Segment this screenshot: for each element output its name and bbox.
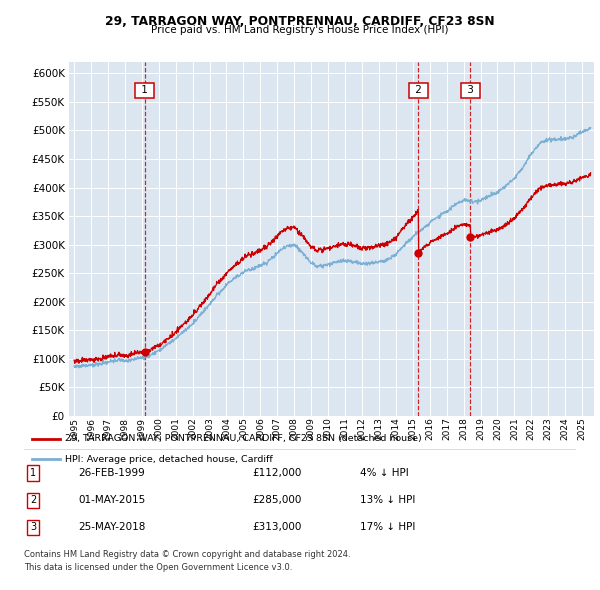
Text: £313,000: £313,000: [252, 523, 301, 532]
Text: 2: 2: [412, 86, 425, 95]
Text: 29, TARRAGON WAY, PONTPRENNAU, CARDIFF, CF23 8SN (detached house): 29, TARRAGON WAY, PONTPRENNAU, CARDIFF, …: [65, 434, 422, 443]
Text: £285,000: £285,000: [252, 496, 301, 505]
Text: £112,000: £112,000: [252, 468, 301, 478]
Text: 2: 2: [30, 496, 36, 505]
Text: 4% ↓ HPI: 4% ↓ HPI: [360, 468, 409, 478]
Text: This data is licensed under the Open Government Licence v3.0.: This data is licensed under the Open Gov…: [24, 563, 292, 572]
Text: 13% ↓ HPI: 13% ↓ HPI: [360, 496, 415, 505]
Text: 1: 1: [30, 468, 36, 478]
Text: 3: 3: [464, 86, 477, 95]
Text: 1: 1: [138, 86, 151, 95]
Text: 25-MAY-2018: 25-MAY-2018: [78, 523, 145, 532]
Text: 01-MAY-2015: 01-MAY-2015: [78, 496, 145, 505]
Text: 3: 3: [30, 523, 36, 532]
Text: 26-FEB-1999: 26-FEB-1999: [78, 468, 145, 478]
Text: Price paid vs. HM Land Registry's House Price Index (HPI): Price paid vs. HM Land Registry's House …: [151, 25, 449, 35]
Text: 17% ↓ HPI: 17% ↓ HPI: [360, 523, 415, 532]
Text: Contains HM Land Registry data © Crown copyright and database right 2024.: Contains HM Land Registry data © Crown c…: [24, 550, 350, 559]
Text: 29, TARRAGON WAY, PONTPRENNAU, CARDIFF, CF23 8SN: 29, TARRAGON WAY, PONTPRENNAU, CARDIFF, …: [105, 15, 495, 28]
Text: HPI: Average price, detached house, Cardiff: HPI: Average price, detached house, Card…: [65, 455, 273, 464]
